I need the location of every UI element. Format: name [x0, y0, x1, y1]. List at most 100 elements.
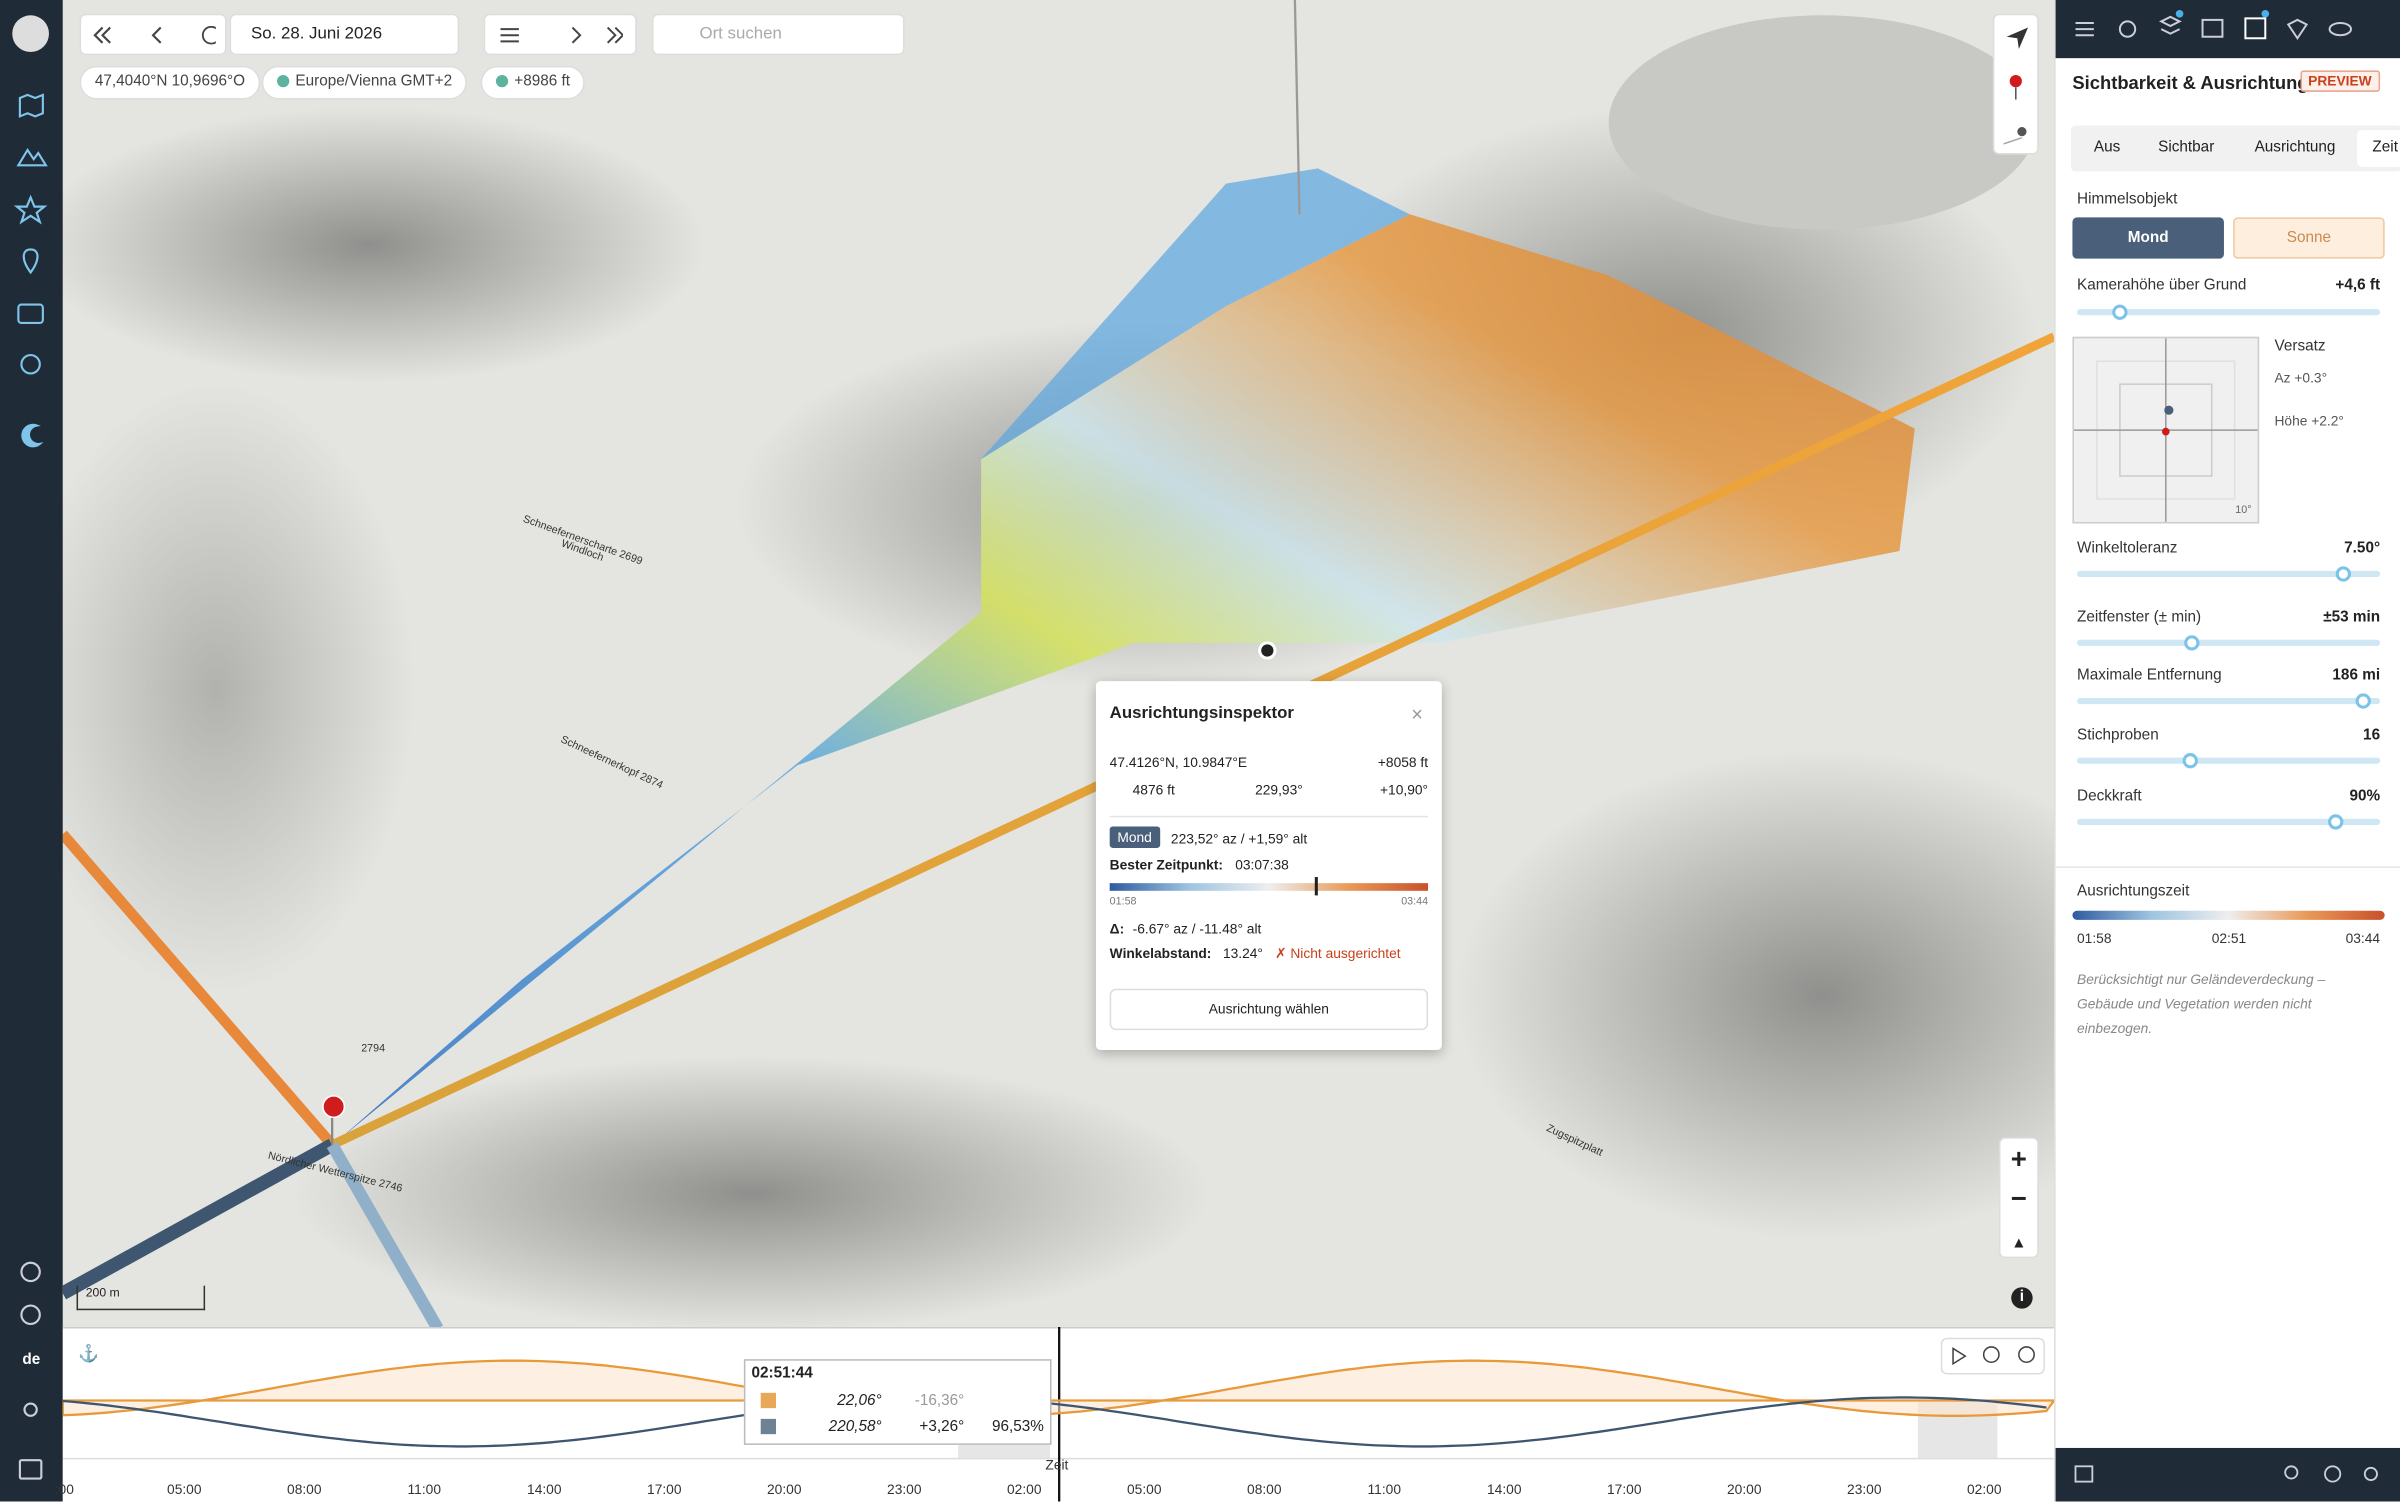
time-tick: 14:00 — [527, 1481, 562, 1497]
sun-button[interactable]: Sonne — [2233, 217, 2385, 259]
time-label: Ausrichtungszeit — [2077, 883, 2190, 900]
moon-button[interactable]: Mond — [2072, 217, 2224, 259]
coordinates-chip: 47,4040°N 10,9696°O — [79, 65, 261, 100]
offset-scale: 10° — [2235, 505, 2252, 516]
compass: ▲ — [2011, 1235, 2027, 1253]
time-tick: 02:00 — [1007, 1481, 1042, 1497]
panel-footer — [2055, 1447, 2400, 1502]
time-gradient — [2072, 910, 2385, 920]
slider-label[interactable]: Zeitfenster (± min) — [2077, 609, 2202, 627]
map[interactable] — [62, 0, 2055, 1329]
slider-label[interactable]: Deckkraft — [2077, 788, 2142, 806]
tab[interactable]: Aus — [2093, 139, 2121, 157]
search-input[interactable]: Ort suchen — [652, 13, 905, 56]
object-position: 223,52° az / +1,59° alt — [1170, 831, 1308, 847]
control-icons — [1952, 1346, 2035, 1366]
axis-label: Zeit — [1045, 1457, 1069, 1473]
slider-value[interactable]: 16 — [2363, 727, 2381, 744]
range-start: 01:58 — [1109, 896, 1137, 908]
language[interactable]: de — [22, 1351, 41, 1369]
slider-label[interactable]: Winkeltoleranz — [2077, 540, 2178, 558]
date-picker[interactable]: So. 28. Juni 2026 — [229, 13, 460, 56]
moon-swatch — [760, 1418, 777, 1435]
time-tick: 17:00 — [1607, 1481, 1642, 1497]
timeline[interactable] — [62, 1327, 2055, 1502]
slider-knob[interactable] — [2328, 814, 2344, 830]
tool-icons — [2003, 27, 2029, 145]
camera-height: +4,6 ft — [2335, 277, 2381, 294]
status: ✗ Nicht ausgerichtet — [1274, 945, 1401, 962]
scale-bar: 200 m — [76, 1285, 206, 1311]
time-tick: 11:00 — [407, 1481, 441, 1497]
zoom-controls[interactable]: + − ▲ — [1998, 1137, 2039, 1259]
panel-toolbar — [2055, 0, 2400, 59]
close-button[interactable]: × — [1411, 702, 1423, 726]
slider-track[interactable] — [2077, 570, 2381, 578]
time-tick: :00 — [54, 1481, 74, 1497]
slider-knob[interactable] — [2112, 304, 2128, 320]
sun-alt: -16,36° — [914, 1392, 965, 1410]
slider-knob[interactable] — [2184, 635, 2200, 651]
time-gradient — [1109, 883, 1429, 891]
elevation: +8058 ft — [1377, 754, 1429, 770]
slider-knob[interactable] — [2355, 693, 2371, 709]
panel-title: Sichtbarkeit & Ausrichtung — [2072, 71, 2309, 94]
anchor-icon[interactable]: ⚓ — [78, 1345, 100, 1364]
time-tick: 05:00 — [167, 1481, 202, 1497]
dot — [277, 74, 290, 88]
slider-value[interactable]: 186 mi — [2332, 667, 2381, 685]
offset-grid — [2073, 338, 2258, 522]
map-tools[interactable] — [1992, 13, 2039, 155]
sidebar-icons[interactable] — [0, 0, 63, 1502]
footer-icons[interactable] — [2056, 1448, 2400, 1502]
slider-value[interactable]: 7.50° — [2344, 540, 2381, 558]
timeline-controls[interactable] — [1940, 1337, 2045, 1375]
delta-label: Δ: — [1109, 921, 1125, 937]
tab-active[interactable]: Zeit — [2357, 130, 2400, 167]
timezone-chip[interactable]: Europe/Vienna GMT+2 — [261, 65, 468, 100]
sky-object-label: Himmelsobjekt — [2077, 191, 2178, 209]
time-tick: 01:58 — [2077, 930, 2112, 946]
step-group[interactable] — [483, 13, 637, 56]
step-icons — [500, 26, 623, 44]
timezone: Europe/Vienna GMT+2 — [295, 73, 453, 91]
slider-value[interactable]: ±53 min — [2323, 609, 2381, 627]
slider-label[interactable]: Stichproben — [2077, 727, 2159, 744]
delta: -6.67° az / -11.48° alt — [1132, 921, 1262, 937]
slider-value[interactable]: 90% — [2349, 788, 2381, 806]
time-tick: 11:00 — [1367, 1481, 1401, 1497]
slider-track[interactable] — [2077, 309, 2381, 316]
nav-group — [79, 13, 227, 56]
offset-label: Versatz — [2274, 338, 2326, 356]
time-tick: 08:00 — [1247, 1481, 1282, 1497]
tab[interactable]: Ausrichtung — [2254, 139, 2336, 157]
slider-track[interactable] — [2077, 818, 2381, 825]
info-button[interactable]: i — [2011, 1287, 2033, 1309]
divider — [2055, 866, 2400, 868]
offset-pad[interactable]: 10° — [2072, 336, 2260, 524]
best-time-label: Bester Zeitpunkt: — [1109, 857, 1223, 873]
sun-swatch — [760, 1392, 777, 1409]
inspector-popup: Ausrichtungsinspektor × 47.4126°N, 10.98… — [1095, 681, 1442, 1050]
divider — [1109, 815, 1429, 818]
slider-knob[interactable] — [2182, 753, 2198, 769]
slider-label[interactable]: Maximale Entfernung — [2077, 667, 2222, 685]
preview-badge: PREVIEW — [2300, 70, 2380, 92]
panel-icons[interactable] — [2056, 0, 2400, 58]
tab[interactable]: Sichtbar — [2158, 139, 2215, 157]
choose-alignment-button[interactable]: Ausrichtung wählen — [1109, 988, 1429, 1031]
timeline-tooltip: 02:51:44 22,06° -16,36° 220,58° +3,26° 9… — [743, 1359, 1052, 1445]
time-tick: 03:44 — [2345, 930, 2381, 946]
range-end: 03:44 — [1401, 896, 1429, 908]
time-tick: 17:00 — [647, 1481, 682, 1497]
time-tick: 02:51 — [2211, 930, 2247, 946]
nav-icons[interactable] — [93, 26, 216, 45]
slider-track[interactable] — [2077, 757, 2381, 764]
elevation: +8986 ft — [514, 73, 571, 91]
slider-track[interactable] — [2077, 697, 2381, 705]
elevation-chip: +8986 ft — [480, 65, 586, 100]
slider-knob[interactable] — [2335, 566, 2352, 582]
slider-track[interactable] — [2077, 639, 2381, 646]
best-time-marker — [1314, 877, 1318, 896]
